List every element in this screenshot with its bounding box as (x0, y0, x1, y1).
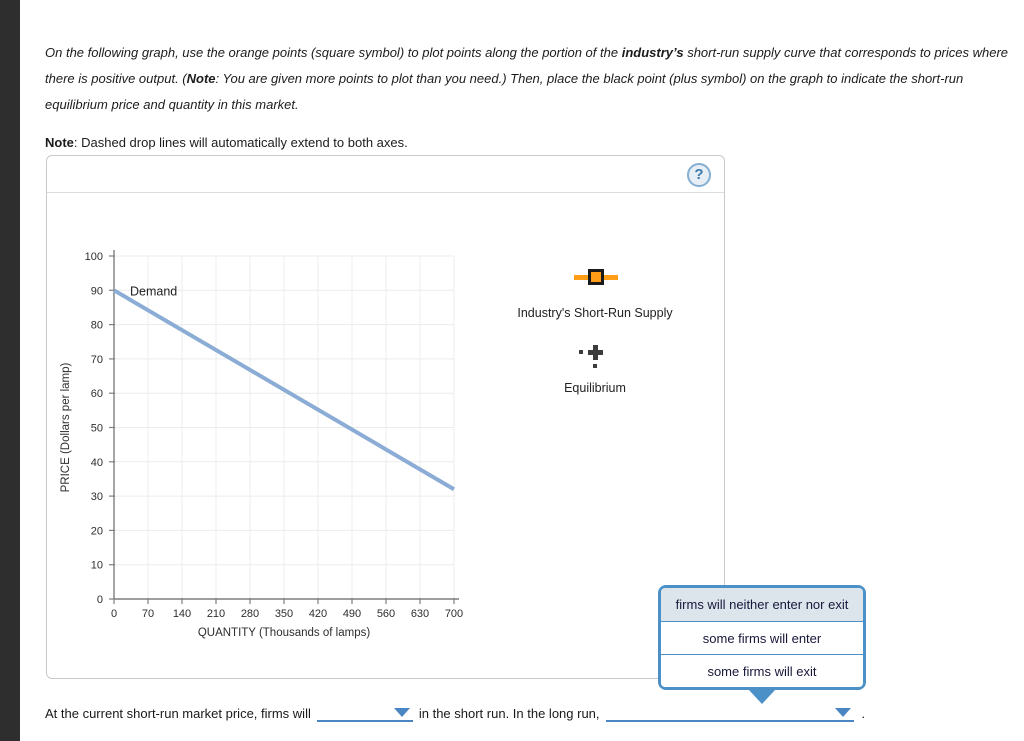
graph-tool-panel: ? 0 10 20 30 40 50 60 70 80 90 100 0 70 140 210 280 350 4… (46, 155, 725, 679)
plus-vertical-bar (593, 345, 598, 360)
sentence-part-2: in the short run. In the long run, (418, 706, 600, 721)
drop-lines-note: Note: Dashed drop lines will automatical… (45, 135, 408, 150)
supply-demand-graph[interactable]: 0 10 20 30 40 50 60 70 80 90 100 0 70 140 210 280 350 420… (47, 246, 477, 648)
dropdown-arrow-icon[interactable] (834, 708, 851, 717)
drop-line-dot-bottom (593, 364, 597, 368)
svg-text:QUANTITY (Thousands of lamps): QUANTITY (Thousands of lamps) (198, 627, 371, 639)
svg-text:90: 90 (91, 285, 103, 297)
note-rest: : Dashed drop lines will automatically e… (73, 135, 408, 150)
equilibrium-tool-label: Equilibrium (564, 381, 626, 395)
svg-text:0: 0 (97, 594, 103, 606)
demand-curve-label: Demand (130, 284, 177, 298)
short-run-dropdown[interactable] (316, 706, 413, 722)
equilibrium-point-icon[interactable] (577, 340, 615, 370)
sentence-period: . (861, 706, 866, 721)
svg-text:60: 60 (91, 388, 103, 400)
supply-point-icon[interactable] (574, 269, 618, 285)
popup-option-enter[interactable]: some firms will enter (661, 621, 863, 654)
svg-text:50: 50 (91, 423, 103, 435)
chart-canvas[interactable]: 0 10 20 30 40 50 60 70 80 90 100 0 70 140 210 280 350 420… (47, 246, 477, 648)
instruction-text-note: Note (186, 71, 216, 86)
long-run-dropdown[interactable] (605, 706, 854, 722)
instruction-text-industrys: industry’s (621, 45, 684, 60)
fill-in-sentence: At the current short-run market price, f… (45, 706, 865, 722)
popup-options-list: firms will neither enter nor exit some f… (661, 588, 863, 687)
instruction-text-1: On the following graph, use the orange p… (45, 45, 622, 60)
svg-text:490: 490 (343, 608, 361, 620)
svg-text:30: 30 (91, 491, 103, 503)
demand-curve (112, 288, 456, 491)
svg-text:420: 420 (309, 608, 327, 620)
svg-text:140: 140 (173, 608, 191, 620)
svg-text:280: 280 (241, 608, 259, 620)
svg-text:100: 100 (85, 251, 103, 263)
svg-text:350: 350 (275, 608, 293, 620)
supply-tool-label: Industry's Short-Run Supply (517, 306, 673, 320)
svg-text:70: 70 (142, 608, 154, 620)
supply-square-marker (588, 269, 604, 285)
svg-text:0: 0 (111, 608, 117, 620)
popup-tail-pointer-icon (749, 690, 775, 704)
panel-header: ? (47, 156, 724, 193)
svg-text:630: 630 (411, 608, 429, 620)
drop-line-dot-left (579, 350, 583, 354)
svg-text:40: 40 (91, 457, 103, 469)
popup-option-exit[interactable]: some firms will exit (661, 654, 863, 687)
svg-text:20: 20 (91, 525, 103, 537)
sentence-part-1: At the current short-run market price, f… (45, 706, 311, 721)
popup-option-neither[interactable]: firms will neither enter nor exit (661, 588, 863, 621)
instruction-text-3: : You are given more points to plot than… (45, 71, 964, 112)
left-dark-sidebar (0, 0, 20, 741)
svg-text:70: 70 (91, 354, 103, 366)
question-instructions: On the following graph, use the orange p… (45, 40, 1017, 118)
svg-text:700: 700 (445, 608, 463, 620)
svg-text:210: 210 (207, 608, 225, 620)
dropdown-options-popup: firms will neither enter nor exit some f… (658, 585, 866, 704)
svg-text:80: 80 (91, 320, 103, 332)
svg-text:10: 10 (91, 560, 103, 572)
svg-text:PRICE (Dollars per lamp): PRICE (Dollars per lamp) (60, 362, 72, 492)
help-icon[interactable]: ? (687, 163, 711, 187)
instruction-text-2: short-run supply curve that corresponds … (45, 45, 1009, 86)
note-bold: Note (45, 135, 74, 150)
dropdown-arrow-icon[interactable] (393, 708, 410, 717)
svg-text:560: 560 (377, 608, 395, 620)
